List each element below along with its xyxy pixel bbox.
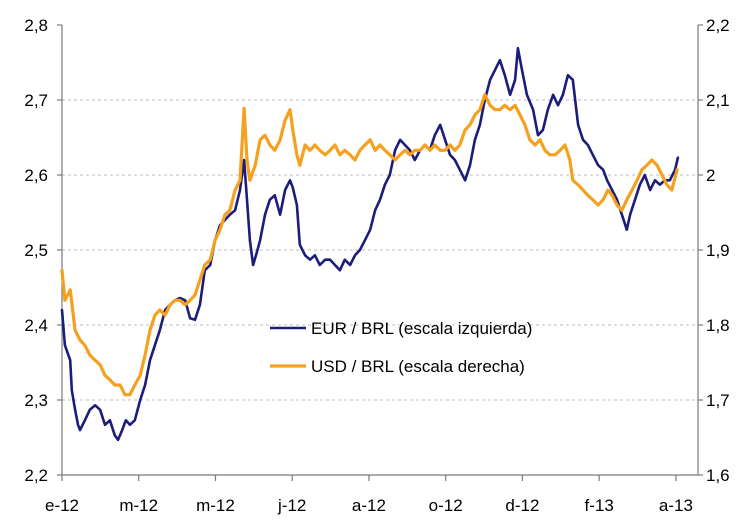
left-axis-tick-label: 2,2 bbox=[24, 466, 48, 485]
x-axis-tick-label: a-12 bbox=[352, 496, 386, 515]
legend-entry-eur-brl: EUR / BRL (escala izquierda) bbox=[270, 319, 532, 338]
right-axis-tick-label: 2,1 bbox=[706, 91, 730, 110]
legend-entry-usd-brl: USD / BRL (escala derecha) bbox=[270, 357, 525, 376]
right-axis-tick-label: 2,2 bbox=[706, 16, 730, 35]
x-axis-tick-label: m-12 bbox=[119, 496, 158, 515]
x-axis-tick-label: d-12 bbox=[505, 496, 539, 515]
left-axis-tick-label: 2,3 bbox=[24, 391, 48, 410]
x-axis-tick-label: a-13 bbox=[659, 496, 693, 515]
x-axis-tick-label: m-12 bbox=[196, 496, 235, 515]
right-axis-tick-label: 1,7 bbox=[706, 391, 730, 410]
right-axis-tick-label: 2 bbox=[706, 166, 715, 185]
legend: EUR / BRL (escala izquierda) USD / BRL (e… bbox=[270, 319, 532, 376]
x-axis-tick-label: f-13 bbox=[585, 496, 614, 515]
legend-label: EUR / BRL (escala izquierda) bbox=[311, 319, 532, 338]
left-axis-tick-label: 2,7 bbox=[24, 91, 48, 110]
x-axis-tick-label: j-12 bbox=[277, 496, 306, 515]
right-axis-tick-label: 1,9 bbox=[706, 241, 730, 260]
legend-label: USD / BRL (escala derecha) bbox=[311, 357, 525, 376]
gridlines bbox=[62, 99, 698, 401]
x-axis-tick-label: o-12 bbox=[429, 496, 463, 515]
series-line-eur-brl bbox=[60, 46, 680, 442]
left-axis-tick-label: 2,5 bbox=[24, 241, 48, 260]
axes bbox=[57, 24, 703, 481]
right-axis-tick-label: 1,6 bbox=[706, 466, 730, 485]
left-axis-tick-label: 2,4 bbox=[24, 316, 48, 335]
tick-labels: 2,8 2,7 2,6 2,5 2,4 2,3 2,2 2,2 2,1 2 1,9 1,8 1,7 1,6… bbox=[24, 16, 729, 515]
x-axis-tick-label: e-12 bbox=[45, 496, 79, 515]
right-axis-tick-label: 1,8 bbox=[706, 316, 730, 335]
series-lines bbox=[60, 46, 680, 442]
left-axis-tick-label: 2,6 bbox=[24, 166, 48, 185]
series-line-usd-brl bbox=[60, 93, 679, 397]
left-axis-tick-label: 2,8 bbox=[24, 16, 48, 35]
